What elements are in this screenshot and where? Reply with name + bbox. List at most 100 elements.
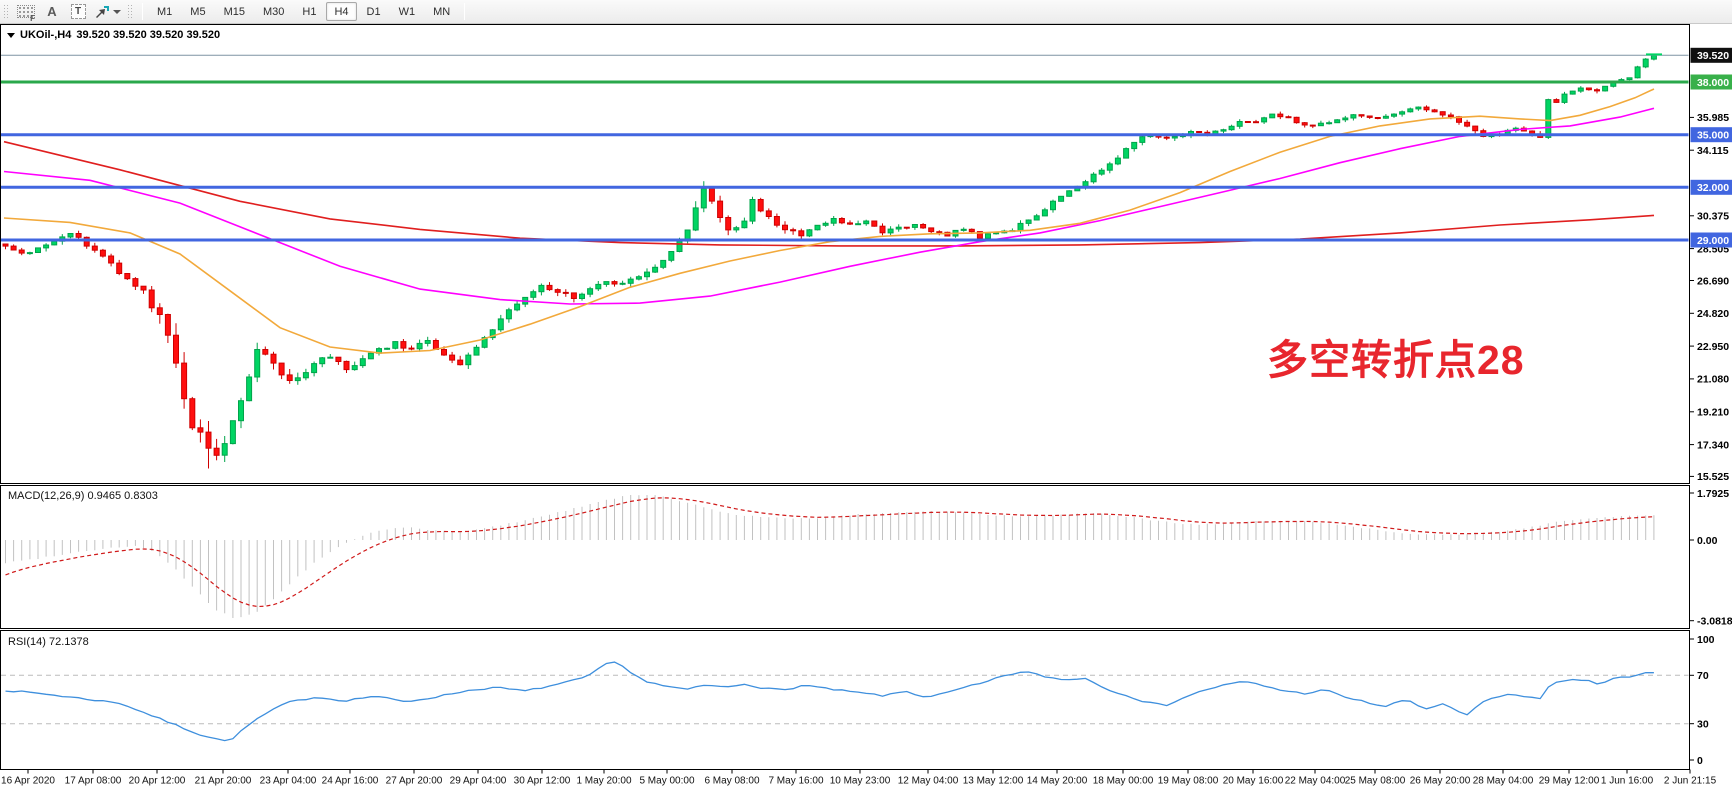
time-axis-label: 22 May 04:00 <box>1285 776 1346 787</box>
price-badge-label: 38.000 <box>1697 77 1729 89</box>
macd-values: 0.9465 0.8303 <box>87 490 158 502</box>
time-axis-label: 2 Jun 21:15 <box>1664 776 1717 787</box>
price-tick-label: 26.690 <box>1697 275 1729 287</box>
price-badge-35.000 <box>1690 127 1732 143</box>
chevron-down-icon <box>113 9 121 14</box>
time-axis-label: 13 May 12:00 <box>963 776 1024 787</box>
macd-histogram <box>5 495 1655 618</box>
timeframe-button-h1[interactable]: H1 <box>302 5 317 18</box>
rsi-axis-label: 0 <box>1697 755 1703 767</box>
price-tick-label: 19.210 <box>1697 407 1729 419</box>
toolbar: F A T M1 M5 M15 M30 H1 H4 D1 W1 MN <box>0 0 1732 24</box>
annotate-button[interactable]: A <box>41 2 63 21</box>
symbol-label: UKOil-,H4 <box>20 29 72 41</box>
toolbar-separator-end <box>464 3 466 20</box>
collapse-triangle-icon <box>7 32 15 38</box>
price-badge-label: 29.000 <box>1697 235 1729 247</box>
price-badge-label: 39.520 <box>1697 50 1729 62</box>
timeframe-toolbar: M1 M5 M15 M30 H1 H4 D1 W1 MN <box>148 2 459 21</box>
arrow-tools-button[interactable] <box>93 2 122 21</box>
time-axis-label: 23 Apr 04:00 <box>260 776 317 787</box>
timeframe-drag-handle[interactable] <box>127 3 134 20</box>
ma-fast-orange <box>3 88 1655 354</box>
timeframe-button-m15[interactable]: M15 <box>223 5 245 18</box>
time-axis-label: 1 Jun 16:00 <box>1601 776 1654 787</box>
price-badge-29.000 <box>1690 232 1732 248</box>
candlestick-series <box>2 53 1657 469</box>
time-axis-label: 28 May 04:00 <box>1473 776 1534 787</box>
ma-slow-red <box>3 140 1655 247</box>
price-tick-label: 30.375 <box>1697 211 1729 223</box>
rsi-name: RSI(14) <box>8 636 46 648</box>
time-axis-label: 12 May 04:00 <box>898 776 959 787</box>
time-axis-label: 27 Apr 20:00 <box>386 776 443 787</box>
time-axis-label: 16 Apr 2020 <box>1 776 55 787</box>
time-axis-label: 7 May 16:00 <box>768 776 823 787</box>
price-tick-label: 17.340 <box>1697 439 1729 451</box>
ohlc-values: 39.520 39.520 39.520 39.520 <box>76 29 221 41</box>
time-axis-label: 25 May 08:00 <box>1345 776 1406 787</box>
macd-indicator-label: MACD(12,26,9) 0.9465 0.8303 <box>8 490 158 502</box>
time-axis-label: 30 Apr 12:00 <box>514 776 571 787</box>
timeframe-button-mn[interactable]: MN <box>433 5 451 18</box>
annotation-text: 多空转折点28 <box>1267 337 1525 383</box>
time-axis-label: 20 May 16:00 <box>1223 776 1284 787</box>
text-box-icon: T <box>70 4 86 19</box>
time-axis-label: 29 Apr 04:00 <box>450 776 507 787</box>
price-badge-label: 32.000 <box>1697 182 1729 194</box>
rsi-indicator-label: RSI(14) 72.1378 <box>8 636 89 648</box>
letter-a-icon: A <box>47 4 57 19</box>
price-tick-label: 15.525 <box>1697 471 1729 483</box>
time-axis-label: 20 Apr 12:00 <box>129 776 186 787</box>
macd-axis-label: 0.00 <box>1697 535 1718 547</box>
toolbar-separator <box>142 3 143 20</box>
price-tick-label: 34.115 <box>1697 145 1729 157</box>
macd-signal-line <box>5 497 1654 608</box>
price-tick-label: 22.950 <box>1697 341 1729 353</box>
time-axis-label: 21 Apr 20:00 <box>195 776 252 787</box>
time-axis-label: 6 May 08:00 <box>704 776 759 787</box>
arrow-tools-icon <box>96 5 109 18</box>
price-badge-32.000 <box>1690 179 1732 195</box>
rsi-axis-label: 100 <box>1697 634 1715 646</box>
toolbar-drag-handle[interactable] <box>3 3 10 20</box>
macd-panel[interactable] <box>0 485 1690 629</box>
time-axis-label: 17 Apr 08:00 <box>65 776 122 787</box>
timeframe-button-w1[interactable]: W1 <box>398 5 416 18</box>
rsi-panel[interactable] <box>0 630 1690 770</box>
ma-mid-magenta <box>3 107 1655 305</box>
rsi-axis-label: 30 <box>1697 719 1709 731</box>
chart-grid-button[interactable]: F <box>15 2 37 23</box>
timeframe-button-m5[interactable]: M5 <box>190 5 206 18</box>
rsi-axis-label: 70 <box>1697 670 1709 682</box>
timeframe-button-m1[interactable]: M1 <box>157 5 173 18</box>
timeframe-button-m30[interactable]: M30 <box>262 5 285 18</box>
price-badge-label: 35.000 <box>1697 130 1729 142</box>
time-axis-label: 26 May 20:00 <box>1410 776 1471 787</box>
macd-name: MACD(12,26,9) <box>8 490 85 502</box>
price-badge-39.520 <box>1690 47 1732 63</box>
time-axis-label: 24 Apr 16:00 <box>322 776 379 787</box>
macd-axis-label: -3.0818 <box>1697 616 1732 628</box>
price-tick-label: 24.820 <box>1697 308 1729 320</box>
time-axis-label: 29 May 12:00 <box>1539 776 1600 787</box>
price-badge-38.000 <box>1690 74 1732 90</box>
time-axis-label: 10 May 23:00 <box>830 776 891 787</box>
main-chart-panel[interactable] <box>0 24 1690 484</box>
chart-title: UKOil-,H4 39.520 39.520 39.520 39.520 <box>7 29 220 41</box>
time-axis-label: 1 May 20:00 <box>576 776 631 787</box>
time-axis-label: 18 May 00:00 <box>1093 776 1154 787</box>
price-tick-label: 35.985 <box>1697 112 1729 124</box>
timeframe-button-d1[interactable]: D1 <box>366 5 381 18</box>
rsi-value: 72.1378 <box>48 636 89 648</box>
price-tick-label: 21.080 <box>1697 374 1729 386</box>
time-axis-label: 5 May 00:00 <box>639 776 694 787</box>
grid-f-icon: F <box>17 5 35 23</box>
time-axis-label: 14 May 20:00 <box>1027 776 1088 787</box>
timeframe-button-h4[interactable]: H4 <box>326 2 357 21</box>
text-label-button[interactable]: T <box>67 2 89 21</box>
time-axis-label: 19 May 08:00 <box>1158 776 1219 787</box>
macd-axis-label: 1.7925 <box>1697 488 1729 500</box>
